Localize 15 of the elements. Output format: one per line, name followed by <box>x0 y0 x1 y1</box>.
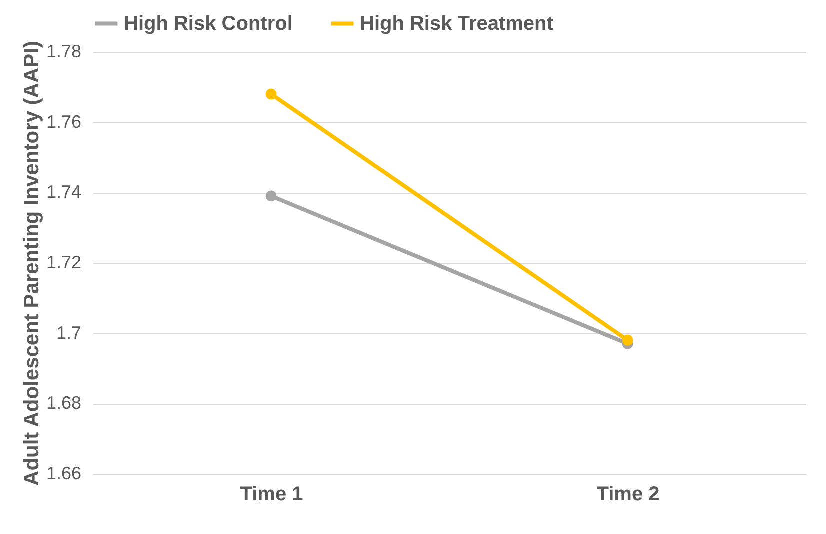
y-tick-label: 1.74 <box>46 182 82 202</box>
point <box>266 190 277 202</box>
point <box>266 88 277 100</box>
y-tick-label: 1.78 <box>46 42 82 62</box>
point <box>622 334 634 346</box>
legend-label: High Risk Treatment <box>360 12 554 35</box>
x-tick-label: Time 1 <box>240 484 304 506</box>
y-tick-label: 1.7 <box>56 322 82 343</box>
y-axis-title: Adult Adolescent Parenting Inventory (AAPI) <box>20 41 44 486</box>
y-tick-label: 1.76 <box>46 112 82 132</box>
y-tick-label: 1.68 <box>46 393 82 414</box>
x-tick-label: Time 2 <box>596 484 660 506</box>
legend-label: High Risk Control <box>124 12 293 35</box>
y-tick-label: 1.72 <box>46 252 82 272</box>
y-tick-label: 1.66 <box>46 464 82 484</box>
